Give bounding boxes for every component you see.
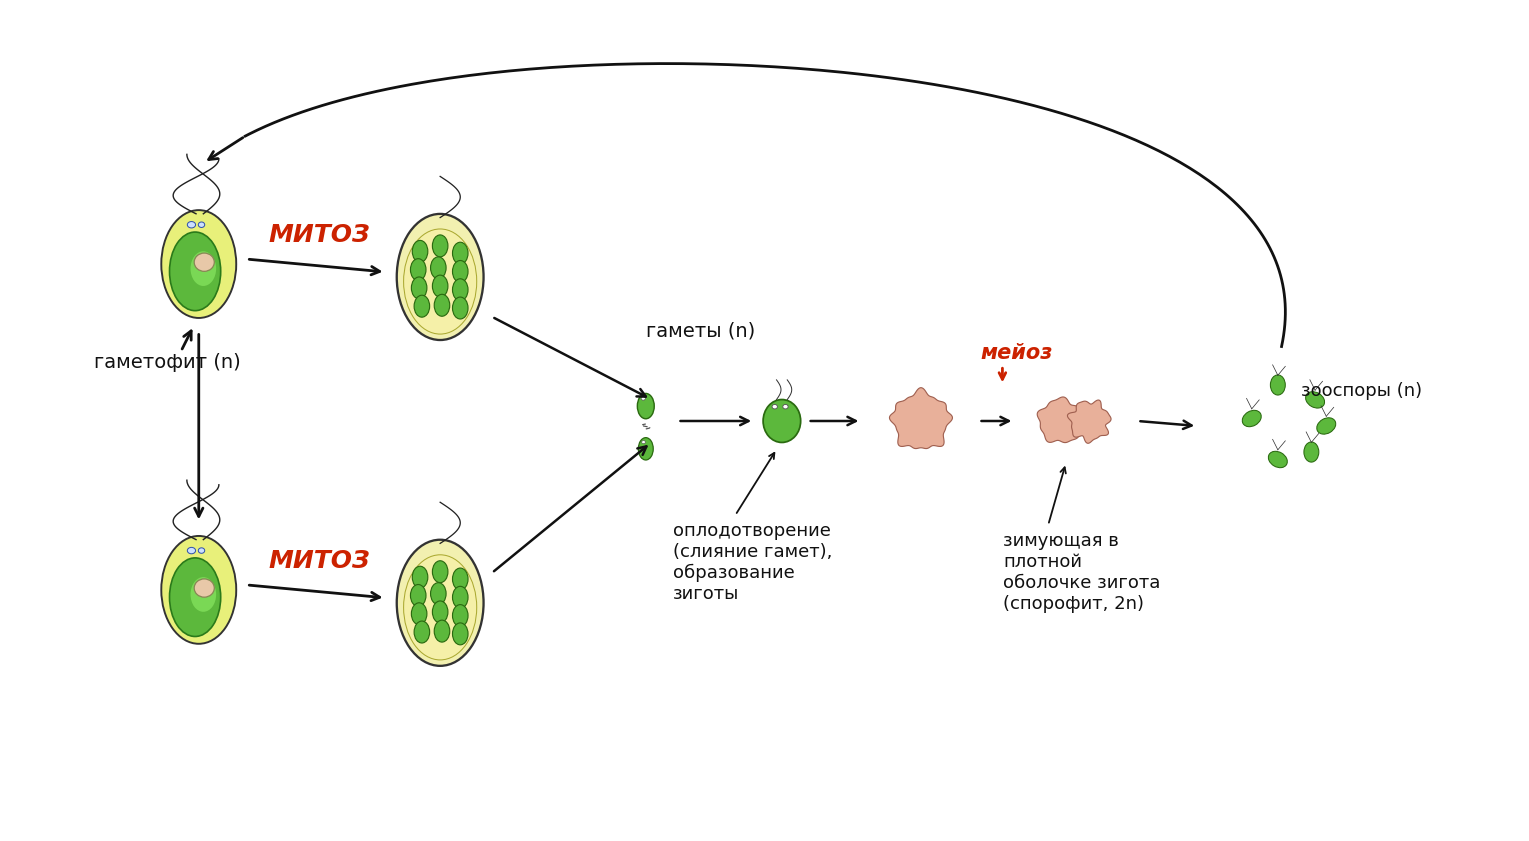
Ellipse shape xyxy=(396,214,483,340)
Ellipse shape xyxy=(404,555,477,660)
Ellipse shape xyxy=(1242,410,1261,426)
Ellipse shape xyxy=(453,261,468,283)
Text: МИТОЗ: МИТОЗ xyxy=(268,223,370,247)
Ellipse shape xyxy=(188,221,196,228)
Ellipse shape xyxy=(411,277,427,299)
Ellipse shape xyxy=(413,566,428,588)
Text: оплодотворение
(слияние гамет),
образование
зиготы: оплодотворение (слияние гамет), образова… xyxy=(673,522,832,603)
Ellipse shape xyxy=(1316,418,1336,434)
Ellipse shape xyxy=(396,540,483,666)
Ellipse shape xyxy=(191,251,216,286)
Ellipse shape xyxy=(414,621,430,643)
Ellipse shape xyxy=(1269,452,1287,468)
Ellipse shape xyxy=(413,241,428,262)
Ellipse shape xyxy=(161,210,237,318)
Text: гаметофит (n): гаметофит (n) xyxy=(95,353,242,373)
Ellipse shape xyxy=(414,295,430,317)
Ellipse shape xyxy=(434,620,450,642)
Ellipse shape xyxy=(191,577,216,611)
Ellipse shape xyxy=(194,253,214,272)
Ellipse shape xyxy=(410,584,427,606)
Ellipse shape xyxy=(433,275,448,297)
Ellipse shape xyxy=(453,297,468,319)
Ellipse shape xyxy=(404,229,477,334)
Ellipse shape xyxy=(188,547,196,553)
Ellipse shape xyxy=(641,397,645,400)
Ellipse shape xyxy=(433,235,448,257)
Ellipse shape xyxy=(199,547,205,553)
Text: зооспоры (n): зооспоры (n) xyxy=(1301,382,1422,400)
Ellipse shape xyxy=(194,579,214,597)
Text: мейоз: мейоз xyxy=(980,343,1053,363)
Ellipse shape xyxy=(1304,442,1320,462)
Ellipse shape xyxy=(453,623,468,645)
Ellipse shape xyxy=(411,603,427,625)
Ellipse shape xyxy=(433,601,448,623)
Ellipse shape xyxy=(434,294,450,316)
Ellipse shape xyxy=(1271,375,1286,395)
Ellipse shape xyxy=(453,568,468,590)
Ellipse shape xyxy=(642,441,645,443)
Text: зимующая в
плотной
оболочке зигота
(спорофит, 2n): зимующая в плотной оболочке зигота (спор… xyxy=(1003,532,1161,612)
Ellipse shape xyxy=(453,586,468,608)
Polygon shape xyxy=(890,388,953,448)
Ellipse shape xyxy=(199,222,205,227)
Ellipse shape xyxy=(453,242,468,264)
Ellipse shape xyxy=(783,405,787,409)
Text: гаметы (n): гаметы (n) xyxy=(645,321,755,341)
Ellipse shape xyxy=(433,561,448,583)
Ellipse shape xyxy=(638,394,654,419)
Ellipse shape xyxy=(638,437,653,460)
Ellipse shape xyxy=(1306,392,1324,408)
Text: МИТОЗ: МИТОЗ xyxy=(268,549,370,573)
Ellipse shape xyxy=(763,399,801,442)
Ellipse shape xyxy=(170,232,220,310)
Ellipse shape xyxy=(453,605,468,627)
Ellipse shape xyxy=(431,583,446,605)
Polygon shape xyxy=(1037,397,1084,442)
Ellipse shape xyxy=(772,405,777,409)
Ellipse shape xyxy=(161,536,237,644)
Polygon shape xyxy=(1067,400,1112,443)
Ellipse shape xyxy=(431,257,446,278)
Ellipse shape xyxy=(453,278,468,301)
Ellipse shape xyxy=(170,558,220,637)
Ellipse shape xyxy=(410,259,427,281)
